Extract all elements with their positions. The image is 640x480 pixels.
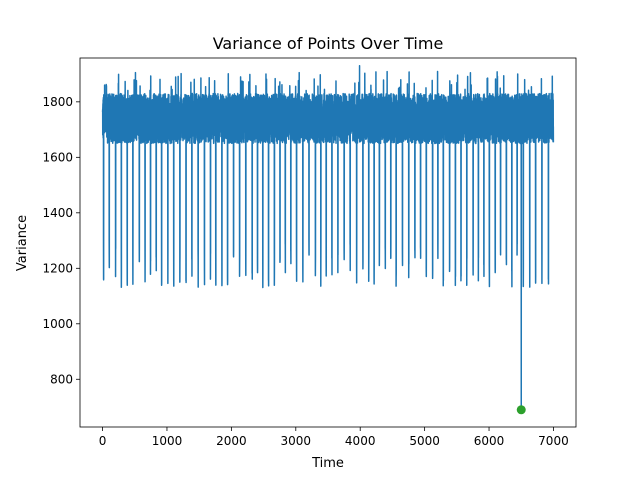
x-tick-label: 4000 — [345, 434, 376, 448]
x-tick-label: 0 — [99, 434, 107, 448]
x-tick-label: 3000 — [281, 434, 312, 448]
y-tick-label: 1600 — [42, 150, 73, 164]
x-tick-label: 2000 — [216, 434, 247, 448]
x-tick-label: 5000 — [409, 434, 440, 448]
y-axis: 800 1000 1200 1400 1600 1800 — [42, 95, 80, 386]
x-tick-label: 7000 — [538, 434, 569, 448]
y-tick-label: 1200 — [42, 261, 73, 275]
y-tick-label: 1800 — [42, 95, 73, 109]
x-tick-label: 1000 — [152, 434, 183, 448]
variance-series-line — [101, 65, 555, 411]
x-axis-label: Time — [311, 456, 344, 471]
plot-frame — [79, 57, 577, 428]
y-tick-label: 1400 — [42, 206, 73, 220]
chart-title: Variance of Points Over Time — [213, 34, 444, 53]
plot-area — [101, 65, 555, 415]
x-tick-label: 6000 — [474, 434, 505, 448]
y-tick-label: 1000 — [42, 317, 73, 331]
minimum-point-marker — [516, 405, 526, 415]
x-axis: 0 1000 2000 3000 4000 5000 6000 7000 — [99, 427, 569, 448]
y-axis-label: Variance — [15, 215, 30, 271]
y-tick-label: 800 — [50, 372, 73, 386]
